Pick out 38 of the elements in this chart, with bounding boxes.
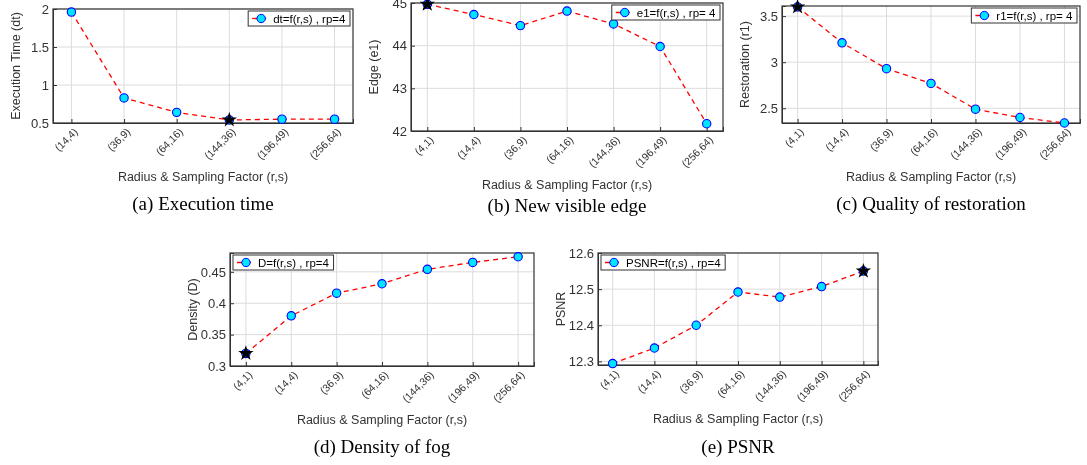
text: (a) Execution time: [132, 193, 274, 215]
text: (c) Quality of restoration: [836, 193, 1027, 215]
legend-label: PSNR=f(r,s) , rp=4: [626, 256, 722, 269]
y-tick-label: 12.3: [568, 354, 594, 370]
y-tick-label: 0.3: [207, 358, 226, 374]
text: (e) PSNR: [701, 436, 775, 458]
y-tick-label: 43: [392, 80, 407, 96]
y-axis-title: Restoration (r1): [738, 21, 752, 108]
legend-label: e1=f(r,s) , rp= 4: [636, 6, 716, 19]
x-axis-title: Radius & Sampling Factor (r,s): [296, 413, 468, 427]
x-axis-title: Radius & Sampling Factor (r,s): [845, 170, 1017, 184]
y-tick-label: 0.35: [200, 327, 226, 343]
y-axis-title: Density (D): [186, 278, 200, 341]
x-axis-title: Radius & Sampling Factor (r,s): [481, 178, 653, 192]
legend-label: dt=f(r,s) , rp=4: [273, 12, 346, 25]
legend-label: D=f(r,s) , rp=4: [258, 256, 330, 269]
y-axis-title: Edge (e1): [367, 39, 381, 95]
y-tick-label: 3.5: [759, 8, 778, 24]
y-tick-label: 12.6: [568, 245, 594, 261]
y-axis-title: Execution Time (dt): [9, 12, 23, 120]
y-tick-label: 42: [392, 123, 407, 139]
y-tick-label: 12.4: [568, 317, 594, 333]
x-axis-title: Radius & Sampling Factor (r,s): [652, 412, 824, 426]
y-axis-title: PSNR: [554, 291, 568, 327]
y-tick-label: 2: [41, 1, 49, 17]
y-tick-label: 2.5: [759, 100, 778, 116]
text: (b) New visible edge: [487, 195, 647, 217]
y-tick-label: 0.45: [200, 264, 226, 280]
x-axis-title: Radius & Sampling Factor (r,s): [117, 170, 289, 184]
y-tick-label: 12.5: [568, 281, 594, 297]
legend-label: r1=f(r,s) , rp= 4: [996, 9, 1073, 22]
y-tick-label: 3: [770, 54, 778, 70]
y-tick-label: 1: [41, 77, 49, 93]
text: (d) Density of fog: [313, 436, 451, 458]
y-tick-label: 1.5: [30, 39, 49, 55]
y-tick-label: 0.5: [30, 115, 49, 131]
y-tick-label: 0.4: [207, 295, 226, 311]
y-tick-label: 44: [392, 38, 407, 54]
